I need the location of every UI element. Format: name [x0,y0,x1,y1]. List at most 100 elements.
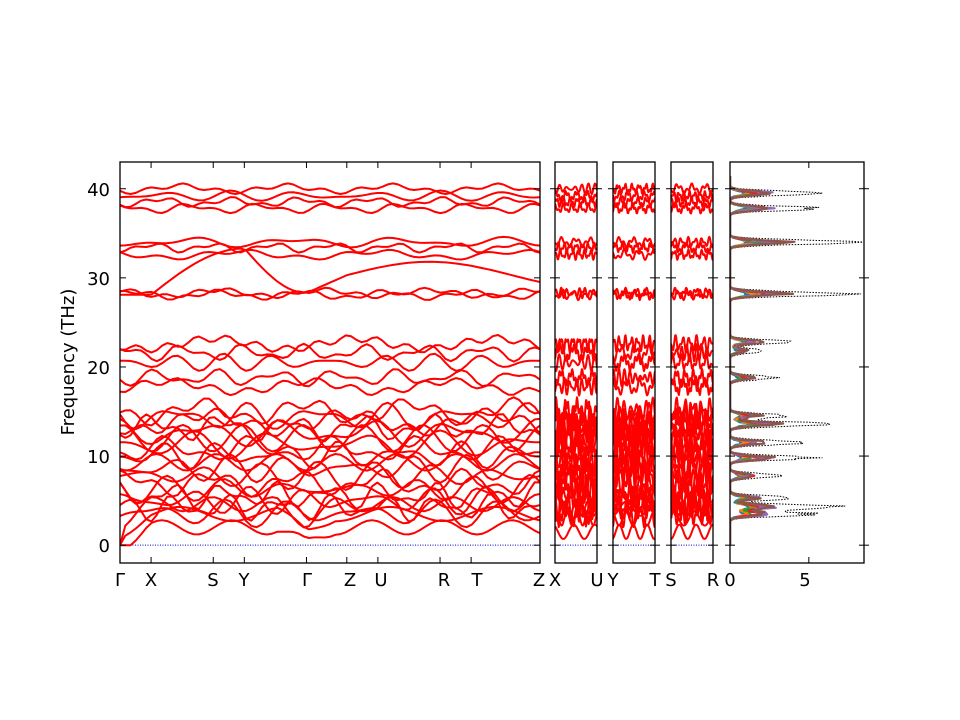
phonon-band [671,241,713,254]
phonon-band [120,460,540,491]
phonon-band [555,286,597,300]
phonon-band [120,235,540,249]
x-tick-label: X [145,570,157,591]
phonon-band [671,435,713,465]
x-tick-label: U [590,570,603,591]
dos-tick-label: 0 [724,570,735,591]
axis-ticks [119,162,869,563]
x-tick-label: T [649,570,662,591]
phonon-band [555,248,597,261]
phonon-band [613,241,655,254]
y-tick-label: 10 [87,447,110,468]
phonon-band [120,182,540,195]
band-structure-x-u [555,182,597,546]
phonon-band [613,236,655,249]
phonon-band [555,342,597,362]
phonon-band [671,248,713,261]
phonon-band [120,492,540,523]
phonon-band [671,334,713,354]
phonon-band [613,286,655,300]
phonon-band [120,498,540,529]
phonon-band [555,352,597,373]
x-tick-label: S [207,570,218,591]
band-structure-main [120,182,540,547]
phonon-band [120,377,540,397]
phonon-band [555,189,597,203]
phonon-band [613,368,655,388]
x-tick-label: Z [533,570,545,591]
partial-dos-curve [730,176,772,546]
phonon-band [120,429,540,460]
phonon-band [120,248,540,261]
phonon-band [555,182,597,196]
phonon-band [671,396,713,427]
y-tick-label: 30 [87,269,110,290]
phonon-band [555,368,597,388]
phonon-band [555,338,597,354]
phonon-band [120,242,540,254]
phonon-band [671,523,713,540]
x-tick-label: Z [344,570,356,591]
phonon-band [555,453,597,484]
phonon-band [120,453,540,472]
x-tick-label: S [665,570,676,591]
phonon-band [120,519,540,547]
phonon-band [613,248,655,261]
x-tick-label: Y [607,570,620,591]
phonon-band [613,182,655,195]
partial-dos-curve [730,176,759,546]
y-tick-label: 40 [87,180,110,201]
axes-frame-main [119,161,541,564]
phonon-band [120,368,540,388]
phonon-band [555,236,597,249]
phonon-band [120,196,540,209]
phonon-band [613,377,655,397]
phonon-band [120,473,540,504]
partial-dos-curve [730,176,762,546]
phonon-band [555,196,597,208]
phonon-band [613,334,655,354]
phonon-band [120,401,540,431]
dos-tick-label: 5 [799,570,810,591]
x-tick-label: R [438,570,451,591]
density-of-states [730,176,863,546]
x-tick-label: Γ [302,570,312,591]
phonon-band [120,288,540,301]
phonon-band [613,396,655,427]
phonon-band [671,286,713,300]
phonon-band [120,342,540,363]
phonon-band [613,202,655,215]
axes-frame-dos [729,161,865,564]
phonon-band [613,353,655,373]
x-tick-label: R [707,570,720,591]
phonon-band [671,202,713,215]
phonon-band [120,485,540,516]
phonon-band [671,353,713,370]
phonon-band [120,247,540,296]
axes-frame-s-r [670,161,714,564]
band-structure-y-t [613,182,655,546]
y-tick-label: 20 [87,358,110,379]
phonon-band [120,407,540,437]
axes-frame-x-u [554,161,598,564]
axes-frame-y-t [612,161,656,564]
phonon-band [120,423,540,453]
x-tick-label: T [471,570,484,591]
phonon-band [555,396,597,427]
x-tick-label: U [374,570,387,591]
x-tick-label: X [549,570,561,591]
y-tick-label: 0 [99,536,110,557]
partial-dos-curve [730,176,782,546]
phonon-band [120,286,540,300]
phonon-band [555,523,597,540]
x-tick-label: Y [238,570,251,591]
phonon-band [120,189,540,202]
phonon-band [671,474,713,505]
total-dos-curve [730,176,863,546]
phonon-band [120,412,540,443]
phonon-band [671,182,713,195]
phonon-band [671,367,713,388]
partial-dos-curve [730,176,779,546]
band-structure-s-r [671,182,713,546]
x-tick-label: Γ [115,570,125,591]
